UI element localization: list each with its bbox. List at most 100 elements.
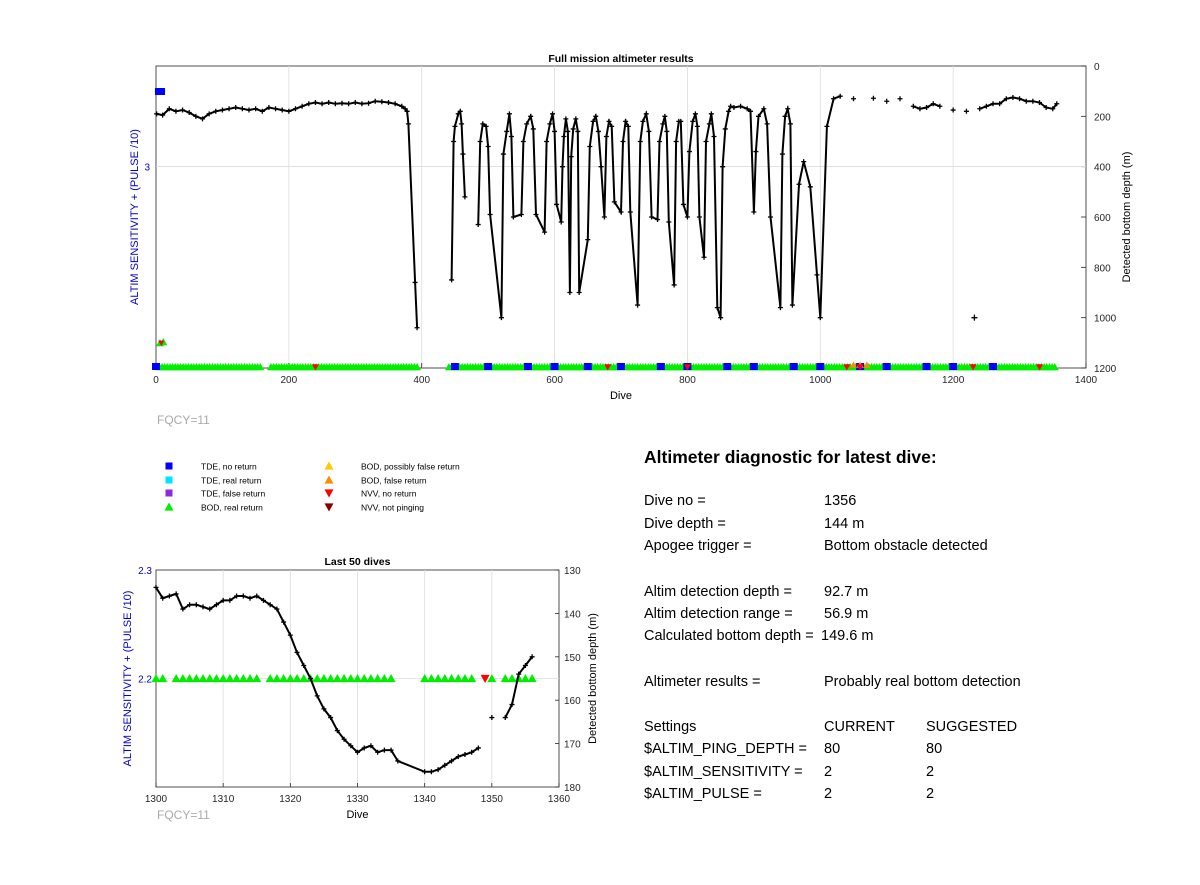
depth-point: [997, 101, 1003, 107]
nvv-no-return-marker: [843, 364, 851, 371]
depth-point: [414, 325, 420, 331]
depth-point: [326, 99, 332, 105]
tde-no-return-marker: [749, 363, 758, 370]
depth-point: [767, 214, 773, 220]
tde-no-return-marker: [484, 363, 493, 370]
depth-point: [601, 214, 607, 220]
depth-point: [722, 126, 728, 132]
setting-suggested: 2: [926, 786, 935, 802]
depth-point: [748, 108, 754, 114]
bod-real-return-marker: [460, 674, 470, 683]
depth-point: [1010, 94, 1016, 100]
depth-point: [173, 108, 179, 114]
depth-point: [753, 149, 759, 155]
depth-point: [620, 139, 626, 144]
legend-marker-triangle-down: [324, 503, 334, 512]
depth-point: [301, 662, 307, 668]
diag-value: 149.6 m: [821, 628, 874, 644]
depth-point: [1017, 96, 1023, 102]
tde-no-return-marker: [989, 363, 997, 370]
depth-point: [483, 123, 489, 129]
depth-point: [321, 706, 327, 712]
depth-point: [611, 199, 617, 205]
depth-point: [267, 602, 273, 608]
depth-point: [692, 111, 698, 117]
depth-point: [1030, 98, 1036, 104]
bod-real-return-marker: [386, 674, 396, 683]
depth-point: [412, 279, 418, 285]
last50-x-tick-label: 1360: [548, 794, 571, 805]
depth-point: [293, 106, 298, 112]
bod-real-return-marker: [507, 674, 517, 683]
setting-suggested: 80: [926, 741, 943, 757]
depth-point: [718, 315, 724, 321]
depth-point: [570, 126, 576, 132]
bod-real-return-marker: [487, 674, 497, 683]
depth-point: [287, 632, 293, 638]
bod-real-return-marker: [420, 674, 430, 683]
legend-marker-triangle-up: [324, 475, 334, 484]
depth-point: [1003, 96, 1009, 102]
bod-real-return-marker: [440, 674, 450, 683]
depth-point: [404, 108, 410, 114]
main-plot-area: [155, 65, 1087, 369]
bod-real-return-marker: [238, 674, 248, 683]
diag-value: Probably real bottom detection: [824, 674, 1021, 690]
main-left-axis-label: ALTIM SENSITIVITY + (PULSE /10): [129, 129, 141, 305]
depth-point: [160, 112, 166, 118]
depth-point: [726, 108, 732, 114]
bod-real-return-marker: [171, 674, 181, 683]
depth-point: [506, 111, 512, 117]
bod-real-return-marker: [1050, 363, 1059, 371]
nvv-no-return-marker: [604, 364, 612, 371]
main-right-tick-label: 600: [1094, 213, 1111, 224]
depth-point: [701, 254, 707, 260]
depth-point: [299, 103, 305, 109]
depth-point: [286, 108, 292, 114]
bod-real-return-marker: [299, 674, 309, 683]
diag-value: 1356: [824, 493, 857, 509]
depth-point: [480, 121, 486, 127]
depth-point: [477, 139, 483, 144]
legend-label: TDE, false return: [201, 489, 266, 499]
depth-point: [234, 593, 240, 599]
depth-point: [180, 107, 186, 113]
depth-point: [281, 619, 287, 625]
depth-point: [782, 113, 788, 119]
settings-header-label: Settings: [644, 719, 697, 735]
bod-real-return-marker: [467, 674, 477, 683]
legend-marker-triangle-down: [324, 489, 334, 498]
bod-real-return-marker: [232, 674, 242, 683]
depth-point: [1037, 99, 1042, 105]
bod-real-return-marker: [520, 674, 530, 683]
depth-point: [457, 108, 463, 114]
tde-no-return-marker: [922, 363, 931, 370]
depth-point: [154, 111, 160, 117]
bod-real-return-marker: [225, 674, 235, 683]
bod-real-return-marker: [292, 674, 302, 683]
depth-point: [764, 121, 770, 127]
last50-depth-line: [155, 586, 479, 773]
depth-point: [366, 100, 372, 106]
tde-no-return-marker: [152, 363, 160, 370]
depth-point: [563, 116, 569, 122]
depth-point: [475, 745, 481, 751]
depth-point: [1023, 98, 1029, 104]
nvv-no-return-marker: [480, 674, 490, 683]
depth-point: [547, 121, 553, 127]
depth-point: [897, 96, 903, 102]
tde-no-return-marker: [789, 363, 798, 370]
depth-point: [160, 595, 166, 601]
depth-point: [487, 211, 493, 217]
tde-no-return-marker: [583, 363, 592, 370]
depth-point: [977, 106, 983, 112]
depth-point: [1054, 101, 1060, 107]
depth-point: [516, 671, 522, 677]
depth-point: [983, 103, 989, 109]
main-chart-title: Full mission altimeter results: [548, 53, 693, 65]
legend-label: BOD, possibly false return: [361, 462, 460, 472]
depth-point: [449, 758, 455, 764]
depth-point: [388, 747, 394, 753]
legend-label: TDE, real return: [201, 476, 262, 486]
tde-no-return-marker: [656, 363, 665, 370]
